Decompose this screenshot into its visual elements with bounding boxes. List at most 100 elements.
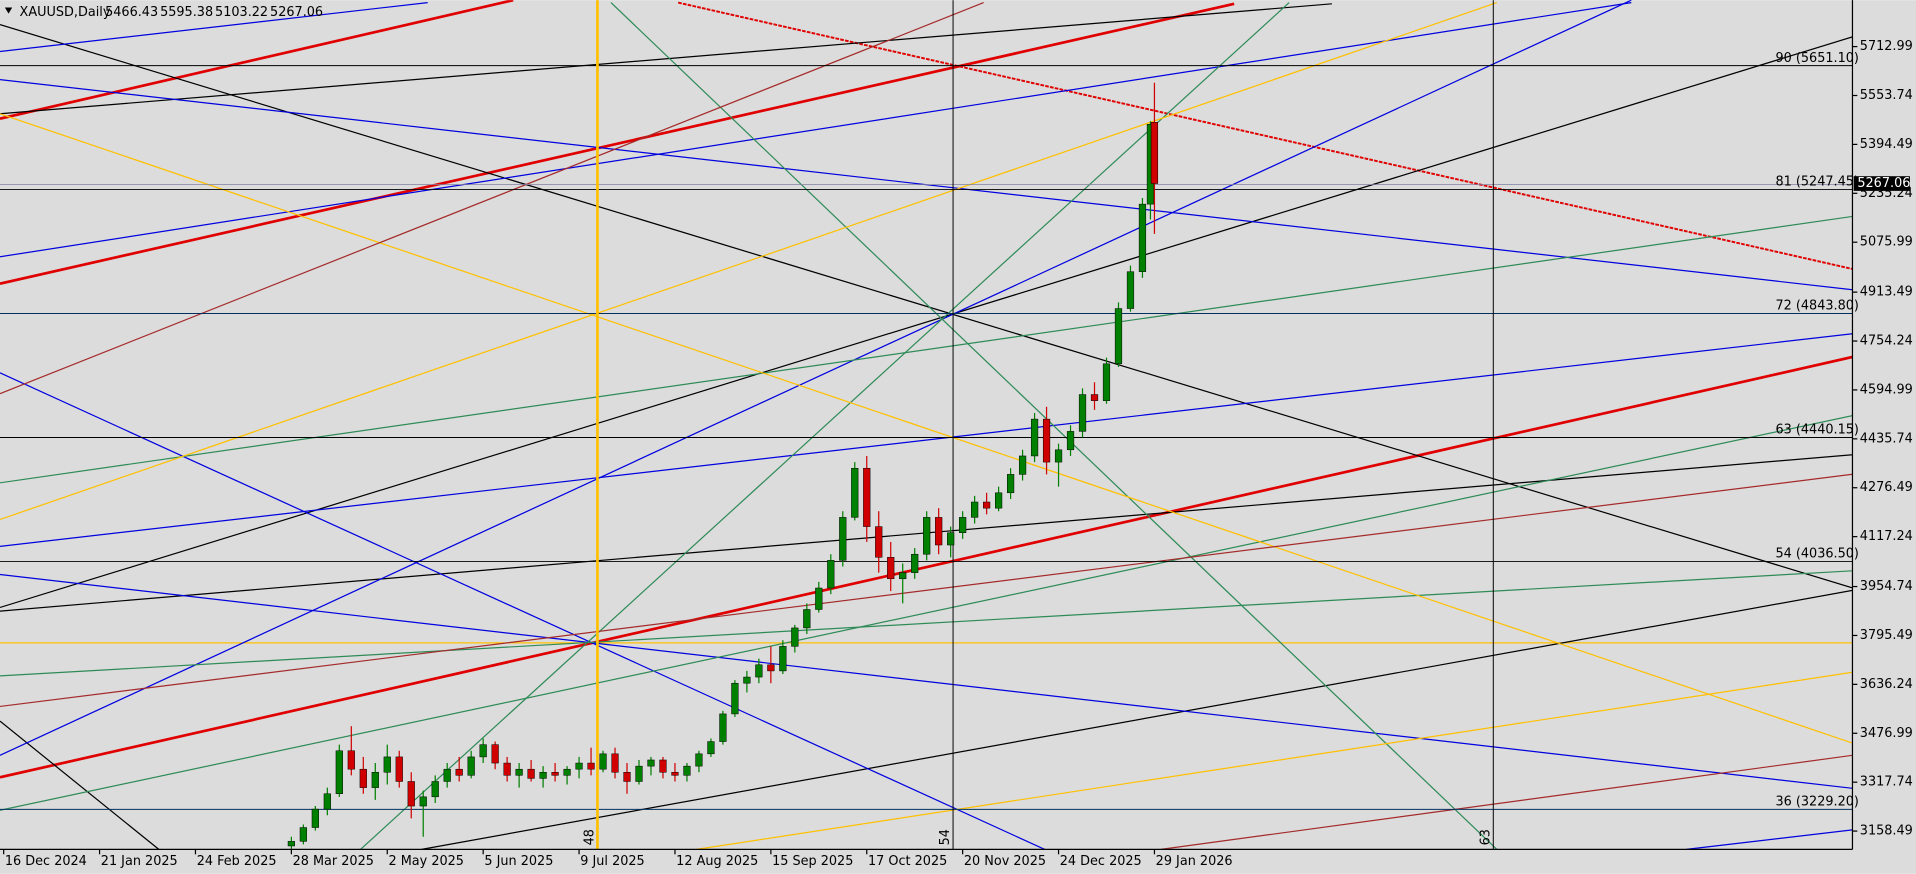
price-box — [1853, 176, 1910, 191]
y-tick-label: 4754.24 — [1860, 334, 1913, 349]
candle-body — [1138, 203, 1147, 272]
candle-body — [719, 713, 727, 742]
candle-body — [947, 532, 955, 546]
candle-body — [515, 768, 523, 776]
candle-body — [923, 517, 931, 555]
candle-body — [659, 759, 667, 773]
candle-body — [491, 744, 499, 764]
candle-body — [467, 756, 475, 776]
x-tick-label: 12 Aug 2025 — [676, 854, 758, 869]
candle-body — [551, 772, 559, 776]
candle-body — [503, 762, 511, 776]
candle-body — [671, 772, 679, 776]
candle-body — [815, 587, 823, 610]
candle-body — [335, 750, 343, 795]
candle-body — [1066, 431, 1075, 451]
plot-area — [0, 0, 1853, 850]
y-tick-label: 3954.74 — [1860, 579, 1913, 594]
candle-body — [1102, 363, 1111, 401]
level-label: 54 (4036.50) — [1775, 547, 1858, 562]
y-tick-label: 3795.49 — [1860, 628, 1913, 643]
candle-body — [1090, 394, 1099, 401]
candle-body — [779, 646, 787, 672]
menu-icon[interactable] — [4, 7, 13, 14]
candle-body — [359, 768, 367, 788]
candle-body — [731, 682, 739, 715]
candle-body — [1030, 418, 1039, 457]
x-tick-label: 21 Jan 2025 — [101, 854, 178, 869]
header-open: 5466.43 — [105, 5, 158, 20]
header-close: 5267.06 — [270, 5, 323, 20]
level-label: 72 (4843.80) — [1775, 299, 1858, 314]
candle-body — [443, 768, 451, 782]
vertical-label: 48 — [583, 829, 598, 845]
x-tick-label: 5 Jun 2025 — [484, 854, 553, 869]
candle-body — [851, 467, 859, 518]
vertical-label: 54 — [938, 829, 953, 845]
y-tick-label: 5394.49 — [1860, 137, 1913, 152]
candle-body — [527, 768, 535, 779]
y-tick-label: 4435.74 — [1860, 431, 1913, 446]
candle-body — [419, 796, 427, 807]
x-tick-label: 2 May 2025 — [388, 854, 463, 869]
candle-body — [575, 762, 583, 770]
candle-body — [323, 793, 331, 810]
header-high: 5595.38 — [160, 5, 213, 20]
candle-body — [887, 557, 895, 580]
candle-body — [683, 765, 691, 776]
candle-body — [827, 560, 835, 589]
level-label: 90 (5651.10) — [1775, 51, 1858, 66]
candle-body — [431, 781, 439, 798]
chart-title: XAUUSD,Daily — [20, 5, 111, 20]
candle-body — [695, 753, 703, 767]
candle-body — [839, 517, 847, 561]
candle-body — [1042, 418, 1051, 463]
candle-body — [755, 664, 763, 678]
candle-body — [959, 517, 967, 533]
candle-body — [647, 759, 655, 767]
trend-lines — [0, 0, 1853, 850]
candle-body — [539, 772, 547, 779]
candle-body — [743, 676, 751, 684]
candle-body — [395, 756, 403, 782]
level-label: 81 (5247.45) — [1775, 175, 1858, 190]
candle-body — [983, 501, 991, 509]
x-tick-label: 24 Dec 2025 — [1060, 854, 1142, 869]
candle-body — [1054, 449, 1063, 463]
current-price: 5267.06 — [1857, 176, 1910, 191]
candle-body — [767, 664, 775, 672]
y-tick-label: 3476.99 — [1860, 726, 1913, 741]
candle-body — [1078, 394, 1087, 432]
y-tick-label: 3636.24 — [1860, 677, 1913, 692]
x-tick-label: 20 Nov 2025 — [964, 854, 1046, 869]
candle-body — [563, 768, 571, 776]
candle-body — [299, 827, 307, 842]
vertical-label: 63 — [1478, 829, 1493, 845]
y-tick-label: 4594.99 — [1860, 382, 1913, 397]
level-label: 63 (4440.15) — [1775, 423, 1858, 438]
candle-body — [611, 753, 619, 773]
candle-body — [623, 772, 631, 782]
candle-body — [1006, 474, 1015, 494]
candle-body — [635, 765, 643, 782]
x-tick-label: 16 Dec 2024 — [5, 854, 87, 869]
candle-body — [479, 744, 487, 758]
x-tick-label: 17 Oct 2025 — [868, 854, 947, 869]
candle-body — [287, 841, 295, 847]
x-tick-label: 24 Feb 2025 — [197, 854, 277, 869]
candle-body — [347, 750, 355, 770]
x-tick-label: 9 Jul 2025 — [580, 854, 644, 869]
x-tick-label: 29 Jan 2026 — [1156, 854, 1233, 869]
candle-body — [1150, 122, 1159, 184]
y-tick-label: 4117.24 — [1860, 529, 1913, 544]
candle-body — [1126, 271, 1135, 309]
candle-body — [455, 768, 463, 776]
candle-body — [1018, 455, 1027, 475]
y-tick-label: 4913.49 — [1860, 285, 1913, 300]
candle-body — [935, 517, 943, 546]
x-tick-label: 15 Sep 2025 — [772, 854, 853, 869]
candle-body — [911, 553, 919, 573]
candle-body — [1114, 308, 1123, 365]
y-tick-label: 3317.74 — [1860, 775, 1913, 790]
